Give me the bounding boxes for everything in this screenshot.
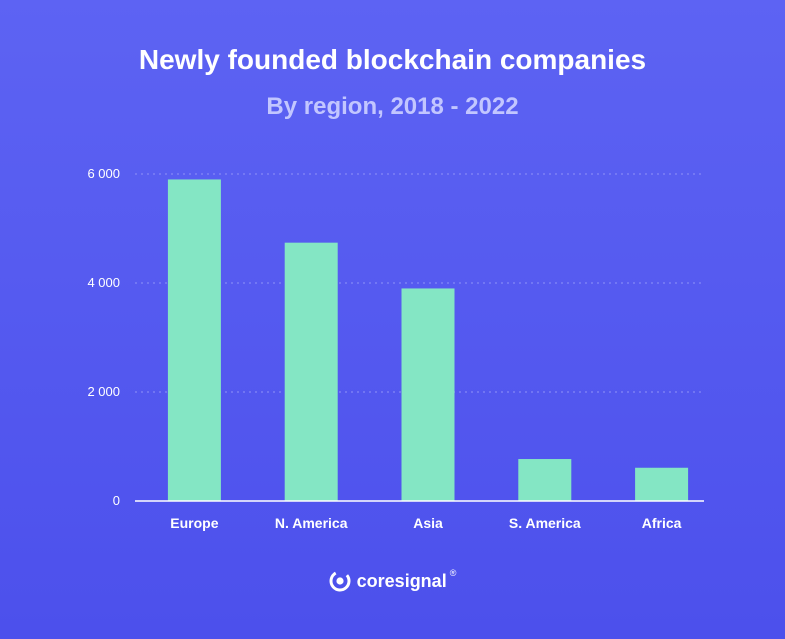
coresignal-logo-icon	[329, 570, 351, 592]
chart-title: Newly founded blockchain companies	[138, 44, 647, 75]
x-tick-label: Africa	[642, 515, 682, 531]
bar	[167, 179, 221, 501]
bar	[518, 459, 572, 501]
x-tick-label: N. America	[275, 515, 348, 531]
gridlines	[135, 173, 704, 393]
x-tick-label: S. America	[509, 515, 581, 531]
brand-footer: coresignal ®	[0, 568, 785, 592]
y-tick-label: 6 000	[87, 166, 120, 181]
x-tick-label: Asia	[413, 515, 443, 531]
bar	[284, 242, 338, 502]
x-tick-labels: Europe N. America Asia S. America Africa	[170, 515, 681, 531]
y-tick-label: 2 000	[87, 384, 120, 399]
bar	[401, 288, 455, 501]
y-tick-labels: 0 2 000 4 000 6 000	[87, 166, 120, 508]
chart-subtitle: By region, 2018 - 2022	[266, 93, 519, 120]
registered-mark: ®	[449, 568, 457, 578]
x-tick-label: Europe	[170, 515, 218, 531]
y-tick-label: 0	[113, 493, 120, 508]
bar	[635, 467, 689, 501]
brand-name: coresignal	[356, 570, 447, 591]
bars	[167, 179, 689, 502]
y-tick-label: 4 000	[87, 275, 120, 290]
